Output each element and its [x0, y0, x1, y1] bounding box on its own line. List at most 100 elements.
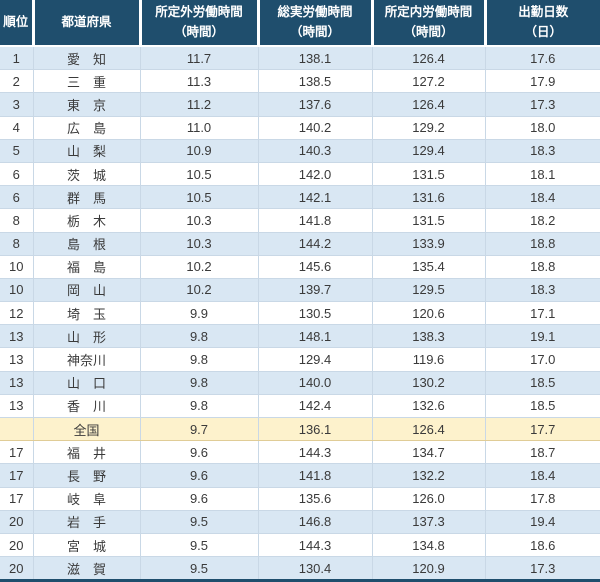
attendance-days-cell: 17.7	[485, 418, 600, 441]
overtime-hours-cell: 9.6	[140, 441, 258, 464]
scheduled-hours-cell: 129.4	[372, 139, 485, 162]
prefecture-cell: 茨 城	[33, 162, 140, 185]
rank-cell: 13	[0, 371, 33, 394]
attendance-days-cell: 18.4	[485, 464, 600, 487]
scheduled-hours-cell: 120.6	[372, 302, 485, 325]
attendance-days-cell: 18.8	[485, 232, 600, 255]
attendance-days-cell: 17.1	[485, 302, 600, 325]
scheduled-hours-cell: 126.4	[372, 418, 485, 441]
rank-cell: 5	[0, 139, 33, 162]
prefecture-cell: 三 重	[33, 70, 140, 93]
scheduled-hours-cell: 126.4	[372, 46, 485, 70]
scheduled-hours-cell: 120.9	[372, 557, 485, 581]
column-header-label: 順位	[0, 13, 32, 32]
scheduled-hours-cell: 126.4	[372, 93, 485, 116]
prefecture-cell: 長 野	[33, 464, 140, 487]
rank-cell: 20	[0, 533, 33, 556]
overtime-hours-cell: 9.7	[140, 418, 258, 441]
total-hours-cell: 138.5	[258, 70, 372, 93]
column-header-prefecture: 都道府県	[33, 0, 140, 46]
prefecture-cell: 岡 山	[33, 278, 140, 301]
prefecture-cell: 東 京	[33, 93, 140, 116]
attendance-days-cell: 18.1	[485, 162, 600, 185]
attendance-days-cell: 19.1	[485, 325, 600, 348]
scheduled-hours-cell: 132.2	[372, 464, 485, 487]
prefecture-cell: 愛 知	[33, 46, 140, 70]
rank-cell: 2	[0, 70, 33, 93]
overtime-hours-cell: 11.2	[140, 93, 258, 116]
scheduled-hours-cell: 129.5	[372, 278, 485, 301]
total-hours-cell: 142.4	[258, 394, 372, 417]
column-header-unit: （時間）	[260, 23, 371, 42]
attendance-days-cell: 18.0	[485, 116, 600, 139]
total-hours-cell: 140.3	[258, 139, 372, 162]
scheduled-hours-cell: 127.2	[372, 70, 485, 93]
attendance-days-cell: 17.3	[485, 93, 600, 116]
total-hours-cell: 141.8	[258, 209, 372, 232]
total-hours-cell: 146.8	[258, 510, 372, 533]
rank-cell: 8	[0, 232, 33, 255]
rank-cell: 13	[0, 394, 33, 417]
column-header-scheduled-hours: 所定内労働時間 （時間）	[372, 0, 485, 46]
scheduled-hours-cell: 132.6	[372, 394, 485, 417]
total-hours-cell: 129.4	[258, 348, 372, 371]
header-row: 順位 都道府県 所定外労働時間 （時間） 総実労働時間 （時間） 所定内労働時間…	[0, 0, 600, 46]
column-header-label: 所定外労働時間	[142, 3, 257, 22]
prefecture-cell: 全国	[33, 418, 140, 441]
total-hours-cell: 144.2	[258, 232, 372, 255]
overtime-hours-cell: 9.8	[140, 371, 258, 394]
rank-cell: 20	[0, 510, 33, 533]
prefecture-cell: 山 口	[33, 371, 140, 394]
rank-cell: 6	[0, 186, 33, 209]
rank-cell: 13	[0, 325, 33, 348]
total-hours-cell: 142.0	[258, 162, 372, 185]
scheduled-hours-cell: 134.8	[372, 533, 485, 556]
overtime-hours-cell: 9.8	[140, 348, 258, 371]
total-hours-cell: 142.1	[258, 186, 372, 209]
total-hours-cell: 141.8	[258, 464, 372, 487]
prefecture-cell: 神奈川	[33, 348, 140, 371]
prefecture-cell: 山 形	[33, 325, 140, 348]
overtime-hours-cell: 9.5	[140, 533, 258, 556]
overtime-hours-cell: 9.6	[140, 487, 258, 510]
rank-cell: 12	[0, 302, 33, 325]
total-hours-cell: 148.1	[258, 325, 372, 348]
column-header-unit: （時間）	[374, 23, 484, 42]
overtime-hours-cell: 10.9	[140, 139, 258, 162]
attendance-days-cell: 18.6	[485, 533, 600, 556]
column-header-unit: （日）	[487, 23, 600, 42]
rank-cell: 1	[0, 46, 33, 70]
total-hours-cell: 130.5	[258, 302, 372, 325]
prefecture-cell: 岐 阜	[33, 487, 140, 510]
scheduled-hours-cell: 133.9	[372, 232, 485, 255]
total-hours-cell: 140.0	[258, 371, 372, 394]
column-header-unit: （時間）	[142, 23, 257, 42]
column-header-overtime-hours: 所定外労働時間 （時間）	[140, 0, 258, 46]
scheduled-hours-cell: 135.4	[372, 255, 485, 278]
prefecture-cell: 栃 木	[33, 209, 140, 232]
column-header-label: 都道府県	[35, 13, 139, 32]
scheduled-hours-cell: 119.6	[372, 348, 485, 371]
scheduled-hours-cell: 137.3	[372, 510, 485, 533]
total-hours-cell: 139.7	[258, 278, 372, 301]
scheduled-hours-cell: 138.3	[372, 325, 485, 348]
scheduled-hours-cell: 131.5	[372, 209, 485, 232]
prefecture-cell: 滋 賀	[33, 557, 140, 581]
table-header: 順位 都道府県 所定外労働時間 （時間） 総実労働時間 （時間） 所定内労働時間…	[0, 0, 600, 46]
attendance-days-cell: 17.3	[485, 557, 600, 581]
scheduled-hours-cell: 131.5	[372, 162, 485, 185]
column-header-rank: 順位	[0, 0, 33, 46]
overtime-hours-cell: 10.3	[140, 232, 258, 255]
attendance-days-cell: 18.3	[485, 278, 600, 301]
